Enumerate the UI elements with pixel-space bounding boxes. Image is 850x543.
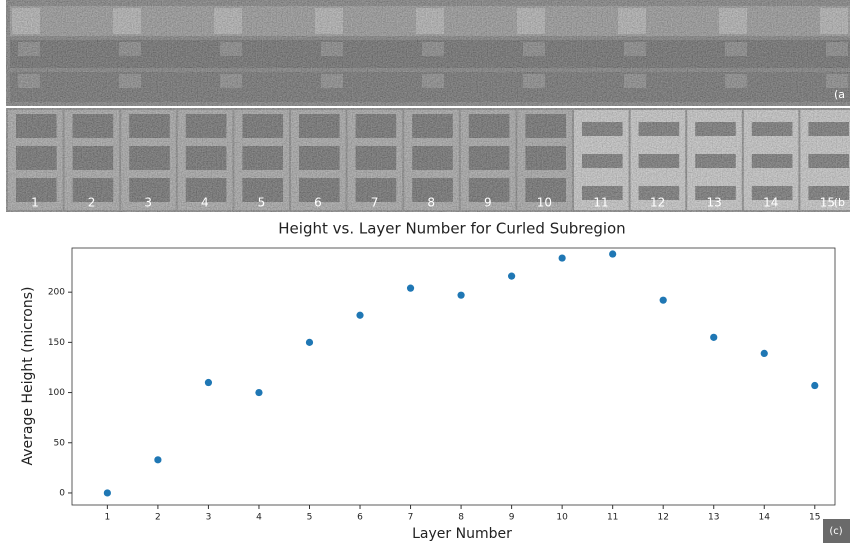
panel-b-label: (b bbox=[834, 196, 845, 209]
panel-b-number: 10 bbox=[537, 196, 552, 210]
x-tick-label: 5 bbox=[307, 513, 313, 523]
panel-c-label: (c) bbox=[829, 526, 842, 537]
panel-b-image bbox=[6, 108, 850, 212]
panel-b-number: 4 bbox=[201, 196, 209, 210]
texture bbox=[6, 108, 850, 212]
panel-b-number: 6 bbox=[314, 196, 322, 210]
chart-title: Height vs. Layer Number for Curled Subre… bbox=[278, 220, 625, 238]
data-point bbox=[508, 272, 516, 280]
panel-b-number: 7 bbox=[371, 196, 379, 210]
y-tick-label: 200 bbox=[48, 288, 65, 298]
x-tick-label: 3 bbox=[206, 513, 212, 523]
data-point bbox=[710, 333, 718, 341]
panel-b-number: 1 bbox=[31, 196, 39, 210]
panel-b-number: 11 bbox=[593, 196, 608, 210]
data-point bbox=[305, 338, 314, 346]
x-tick-label: 12 bbox=[657, 513, 668, 523]
data-point bbox=[103, 489, 111, 497]
y-tick-label: 0 bbox=[59, 488, 65, 498]
data-point bbox=[406, 284, 415, 292]
data-point bbox=[457, 291, 465, 299]
x-tick-label: 14 bbox=[759, 513, 771, 523]
x-tick-label: 9 bbox=[509, 513, 515, 523]
y-tick-label: 150 bbox=[48, 338, 65, 348]
data-point bbox=[659, 296, 667, 304]
panel-b-number: 2 bbox=[88, 196, 96, 210]
x-tick-label: 6 bbox=[357, 513, 363, 523]
plot-frame bbox=[71, 247, 836, 506]
panel-b-number: 3 bbox=[144, 196, 152, 210]
panel-b-number: 12 bbox=[650, 196, 665, 210]
data-point bbox=[760, 349, 768, 358]
data-point bbox=[204, 378, 213, 387]
panel-b-number: 9 bbox=[484, 196, 492, 210]
data-point bbox=[255, 388, 263, 397]
x-tick-label: 10 bbox=[556, 513, 568, 523]
y-axis-label: Average Height (microns) bbox=[20, 287, 36, 466]
panel-b-number: 8 bbox=[427, 196, 435, 210]
y-tick-label: 100 bbox=[48, 388, 65, 398]
x-tick-label: 11 bbox=[607, 513, 618, 523]
x-tick-label: 15 bbox=[809, 513, 820, 523]
x-tick-label: 1 bbox=[105, 513, 111, 523]
data-point bbox=[558, 254, 566, 262]
x-tick-label: 4 bbox=[256, 513, 262, 523]
data-point bbox=[154, 456, 162, 464]
panel-b-number: 5 bbox=[258, 196, 266, 210]
data-point bbox=[609, 250, 617, 258]
x-tick-label: 13 bbox=[708, 513, 719, 523]
panel-a-image bbox=[6, 0, 850, 106]
x-tick-label: 8 bbox=[458, 513, 464, 523]
panel-b-number: 14 bbox=[763, 196, 778, 210]
panel-b-number: 13 bbox=[707, 196, 722, 210]
data-point bbox=[356, 311, 364, 319]
panel-b-number: 15 bbox=[820, 196, 835, 210]
x-tick-label: 2 bbox=[155, 513, 161, 523]
data-point bbox=[811, 381, 819, 390]
texture bbox=[6, 0, 850, 106]
x-axis-label: Layer Number bbox=[412, 526, 512, 542]
y-tick-label: 50 bbox=[54, 438, 66, 448]
x-tick-label: 7 bbox=[408, 513, 414, 523]
panel-a-label: (a bbox=[834, 88, 845, 101]
panel-c-badge bbox=[823, 519, 850, 543]
